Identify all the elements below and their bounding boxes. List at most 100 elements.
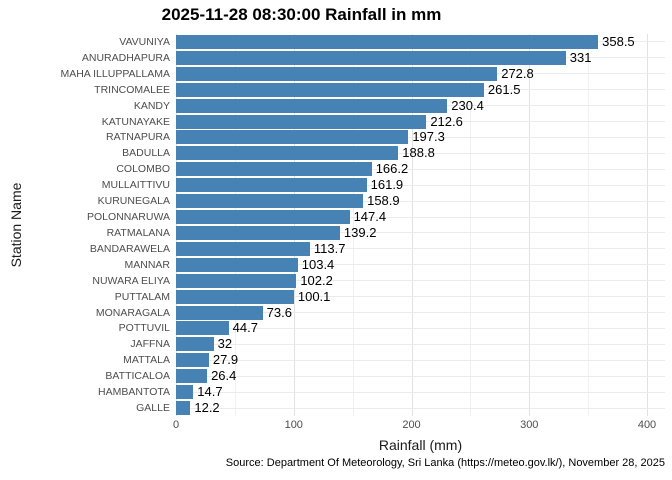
station-label-mattala: MATTALA (123, 354, 170, 367)
station-label-monaragala: MONARAGALA (95, 306, 170, 319)
row-gridline (176, 248, 665, 250)
bar-anuradhapura (176, 50, 566, 65)
bar-kandy (176, 98, 448, 113)
bar-galle (176, 401, 191, 416)
value-label-hambantota: 14.7 (197, 384, 223, 400)
row-gridline (176, 327, 665, 329)
major-gridline-400 (647, 34, 648, 416)
bar-trincomalee (176, 82, 484, 97)
station-label-jaffna: JAFFNA (130, 338, 170, 351)
value-label-colombo: 166.2 (375, 161, 409, 177)
value-label-monaragala: 73.6 (266, 304, 292, 320)
row-gridline (176, 312, 665, 314)
bar-bandarawela (176, 241, 310, 256)
bar-ratnapura (176, 130, 409, 145)
bar-batticaloa (176, 369, 208, 384)
row-gridline (176, 407, 665, 409)
x-tick-label-100: 100 (284, 419, 303, 431)
minor-gridline-150 (352, 34, 354, 416)
chart-title: 2025-11-28 08:30:00 Rainfall in mm (161, 5, 442, 24)
row-gridline (176, 375, 665, 377)
value-label-jaffna: 32 (217, 336, 233, 352)
row-gridline (176, 359, 665, 361)
value-label-ratmalana: 139.2 (343, 224, 377, 240)
station-label-galle: GALLE (136, 402, 170, 415)
x-tick-label-400: 400 (637, 419, 657, 431)
station-label-hambantota: HAMBANTOTA (98, 386, 170, 399)
value-label-vavuniya: 358.5 (602, 33, 635, 49)
row-gridline (176, 391, 665, 393)
bar-mannar (176, 257, 298, 272)
row-gridline (176, 184, 665, 186)
value-label-mattala: 27.9 (212, 352, 239, 368)
bar-puttalam (176, 289, 294, 304)
x-tick-label-300: 300 (520, 419, 539, 431)
bar-colombo (176, 162, 372, 177)
value-label-badulla: 188.8 (402, 145, 435, 161)
row-gridline (176, 168, 665, 170)
minor-gridline-50 (234, 34, 236, 416)
minor-gridline-250 (470, 34, 472, 416)
row-gridline (176, 264, 665, 266)
bar-maha-illuppallama (176, 66, 498, 81)
value-label-katunayake: 212.6 (430, 113, 463, 129)
value-label-maha-illuppallama: 272.8 (501, 65, 534, 81)
row-gridline (176, 216, 665, 218)
value-label-mannar: 103.4 (301, 256, 335, 272)
station-label-anuradhapura: ANURADHAPURA (81, 51, 170, 64)
value-label-ratnapura: 197.3 (412, 129, 445, 145)
bar-mullaittivu (176, 178, 367, 193)
station-label-badulla: BADULLA (122, 147, 170, 160)
bar-nuwara-eliya (176, 273, 297, 288)
minor-gridline-350 (588, 34, 590, 416)
station-label-kandy: KANDY (133, 99, 170, 112)
value-label-pottuvil: 44.7 (232, 320, 258, 336)
station-label-mannar: MANNAR (124, 258, 170, 271)
major-gridline-300 (529, 34, 531, 416)
value-label-kurunegala: 158.9 (367, 193, 400, 209)
row-gridline (176, 280, 665, 282)
station-label-mullaittivu: MULLAITTIVU (101, 179, 170, 192)
station-label-nuwara-eliya: NUWARA ELIYA (92, 274, 170, 287)
station-label-bandarawela: BANDARAWELA (89, 242, 170, 255)
bar-jaffna (176, 337, 214, 352)
bar-hambantota (176, 385, 194, 400)
row-gridline (176, 232, 665, 234)
station-label-puttalam: PUTTALAM (114, 290, 170, 303)
bar-katunayake (176, 114, 427, 129)
value-label-mullaittivu: 161.9 (370, 177, 404, 193)
major-gridline-100 (293, 34, 295, 416)
value-label-nuwara-eliya: 102.2 (300, 272, 333, 288)
value-label-batticaloa: 26.4 (211, 368, 237, 384)
x-tick-label-0: 0 (172, 419, 180, 431)
bar-ratmalana (176, 225, 340, 240)
major-gridline-200 (411, 34, 413, 416)
station-label-ratmalana: RATMALANA (106, 226, 170, 239)
row-gridline (176, 136, 665, 138)
value-label-bandarawela: 113.7 (313, 240, 346, 256)
value-label-kandy: 230.4 (451, 97, 484, 113)
bar-pottuvil (176, 321, 229, 336)
bar-polonnaruwa (176, 210, 350, 225)
station-label-trincomalee: TRINCOMALEE (94, 83, 170, 96)
value-label-galle: 12.2 (194, 400, 220, 416)
value-label-puttalam: 100.1 (297, 288, 331, 304)
bar-badulla (176, 146, 399, 161)
x-axis-title: Rainfall (mm) (378, 437, 463, 453)
bar-kurunegala (176, 194, 364, 209)
station-label-vavuniya: VAVUNIYA (119, 35, 170, 48)
bar-monaragala (176, 305, 263, 320)
station-label-batticaloa: BATTICALOA (105, 370, 170, 383)
row-gridline (176, 296, 665, 298)
value-label-anuradhapura: 331 (569, 49, 592, 65)
station-label-katunayake: KATUNAYAKE (101, 115, 170, 128)
x-tick-label-200: 200 (402, 419, 421, 431)
station-label-kurunegala: KURUNEGALA (97, 195, 170, 208)
row-gridline (176, 200, 665, 202)
row-gridline (176, 343, 665, 345)
station-label-maha-illuppallama: MAHA ILLUPPALLAMA (60, 67, 170, 80)
value-label-trincomalee: 261.5 (487, 81, 521, 97)
bar-mattala (176, 353, 209, 368)
row-gridline (176, 152, 665, 154)
